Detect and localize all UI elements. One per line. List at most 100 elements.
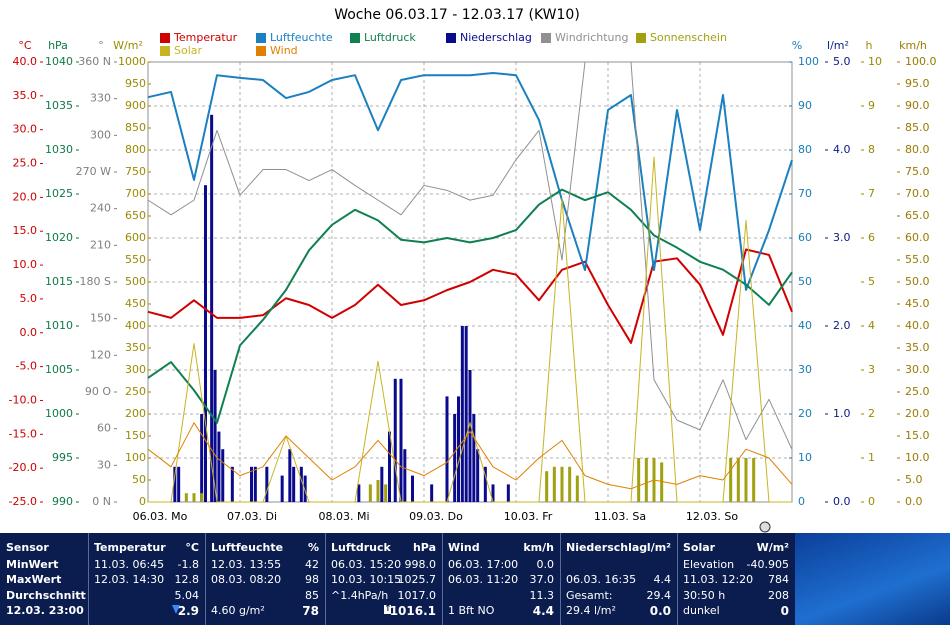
bar [637, 458, 641, 502]
y-tick-label: 0.0 [20, 326, 38, 339]
row-label: MaxWert [6, 573, 62, 586]
cell-value: 208 [768, 589, 789, 602]
y-tick-label: 1020 [45, 231, 73, 244]
y-tick-label: 700 [125, 187, 146, 200]
bar [280, 475, 284, 502]
cell-value: 0.0 [649, 604, 671, 618]
y-tick-label: 60 [97, 422, 111, 435]
y-tick-label: 500 [125, 275, 146, 288]
cell-label: 12.03. 14:30 [94, 573, 165, 586]
y-tick-label: 10 [868, 55, 882, 68]
y-tick-label: 100 [125, 451, 146, 464]
cell-label: 29.4 l/m² [566, 604, 616, 617]
y-tick-label: 1000 [45, 407, 73, 420]
cell-value: 11.3 [529, 589, 555, 602]
column-unit: °C [185, 541, 199, 554]
bar [483, 466, 487, 502]
line [148, 156, 792, 503]
y-tick-label: -25.0 [9, 495, 37, 508]
legend-label: Solar [174, 44, 203, 57]
cell-label: Elevation [683, 558, 735, 571]
y-tick-label: 300 [90, 128, 111, 141]
legend-swatch [446, 33, 456, 43]
cell-label: 10.03. 10:15 [331, 573, 402, 586]
summary-table: Sensor MinWert MaxWert Durchschnitt 12.03. 2… [0, 533, 795, 625]
y-tick-label: 35.0 [905, 341, 930, 354]
y-tick-label: 120 [90, 348, 111, 361]
legend-label: Windrichtung [555, 31, 628, 44]
legend-label: Luftfeuchte [270, 31, 333, 44]
cell-label: 11.03. 06:45 [94, 558, 165, 571]
legend-label: Sonnenschein [650, 31, 727, 44]
y-tick-label: 900 [125, 99, 146, 112]
y-tick-label: 45.0 [905, 297, 930, 310]
bar [552, 466, 556, 502]
axis-unit: hPa [48, 39, 68, 52]
column-unit: W/m² [756, 541, 789, 554]
y-tick-label: 60.0 [905, 231, 930, 244]
cell-label: 4.60 g/m² [211, 604, 265, 617]
y-tick-label: 210 [90, 238, 111, 251]
bar [464, 326, 468, 502]
bar [729, 458, 733, 502]
bar [288, 449, 292, 502]
bar [217, 431, 221, 502]
cell-value: 998.0 [404, 558, 437, 571]
y-tick-label: 1010 [45, 319, 73, 332]
cell-value: 0.0 [536, 558, 555, 571]
y-tick-label: 1025 [45, 187, 73, 200]
bar [357, 484, 361, 502]
cell-label: 06.03. 15:20 [331, 558, 402, 571]
y-tick-label: 3 [868, 363, 875, 376]
axis-unit: km/h [899, 39, 927, 52]
bar [476, 449, 480, 502]
line [147, 248, 793, 344]
legend-label: Niederschlag [460, 31, 532, 44]
column-separator [325, 533, 326, 625]
y-tick-label: 90 [798, 99, 812, 112]
y-tick-label: 200 [125, 407, 146, 420]
cell-label: Gesamt: [566, 589, 613, 602]
y-tick-label: 20.0 [13, 190, 38, 203]
axis-unit: W/m² [113, 39, 143, 52]
y-tick-label: 65.0 [905, 209, 930, 222]
cell-value: 1016.1 [389, 604, 436, 618]
y-tick-label: 10.0 [905, 451, 930, 464]
y-tick-label: 30.0 [905, 363, 930, 376]
cell-label: 11.03. 12:20 [683, 573, 754, 586]
column-header: Wind [448, 541, 480, 554]
legend-swatch [636, 33, 646, 43]
y-tick-label: 80.0 [905, 143, 930, 156]
y-tick-label: 25.0 [905, 385, 930, 398]
bar [368, 484, 372, 502]
bar [380, 466, 384, 502]
cell-value: 1017.0 [397, 589, 437, 602]
column-separator [205, 533, 206, 625]
y-tick-label: 1.0 [833, 407, 851, 420]
bar [253, 466, 257, 502]
y-tick-label: 0 [868, 495, 875, 508]
cell-value: 4.4 [653, 573, 672, 586]
y-tick-label: 50 [132, 473, 146, 486]
y-tick-label: 9 [868, 99, 875, 112]
cell-label: 06.03. 11:20 [448, 573, 519, 586]
y-tick-label: 1040 [45, 55, 73, 68]
cell-label: ^1.4hPa/h [331, 589, 389, 602]
y-tick-label: 800 [125, 143, 146, 156]
y-tick-label: 150 [90, 312, 111, 325]
y-tick-label: 400 [125, 319, 146, 332]
y-tick-label: 5.0 [20, 292, 38, 305]
cell-label: 12.03. 13:55 [211, 558, 282, 571]
y-tick-label: 50.0 [905, 275, 930, 288]
y-tick-label: 950 [125, 77, 146, 90]
column-header: Temperatur [94, 541, 166, 554]
axis-unit: % [792, 39, 802, 52]
bar [210, 114, 214, 503]
cell-value: 5.04 [174, 589, 200, 602]
y-tick-label: 360 N [78, 55, 111, 68]
y-tick-label: 5.0 [833, 55, 851, 68]
column-unit: % [307, 541, 319, 554]
y-tick-label: 150 [125, 429, 146, 442]
trend-arrow [172, 605, 180, 614]
y-tick-label: 60 [798, 231, 812, 244]
